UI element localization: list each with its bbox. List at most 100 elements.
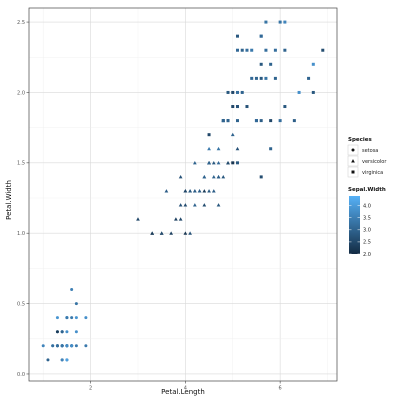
y-tick-label: 0.0: [17, 372, 25, 378]
data-point-virginica: [311, 62, 315, 66]
data-point-versicolor: [211, 175, 216, 179]
data-point-setosa: [74, 302, 78, 306]
data-point-setosa: [60, 344, 64, 348]
data-point-virginica: [273, 76, 277, 80]
data-point-virginica: [231, 161, 235, 165]
data-point-virginica: [235, 90, 239, 94]
data-point-virginica: [259, 76, 263, 80]
plot-panel-border: [28, 7, 338, 382]
data-point-virginica: [283, 20, 287, 24]
data-point-virginica: [235, 119, 239, 123]
data-point-virginica: [269, 119, 273, 123]
data-point-virginica: [283, 105, 287, 109]
species-legend-title: Species: [348, 137, 373, 143]
colorbar-tick-label: 3.5: [363, 216, 371, 222]
data-point-virginica: [254, 76, 258, 80]
x-axis-ticks: 2 4 6: [89, 381, 282, 392]
data-point-virginica: [311, 90, 315, 94]
data-point-setosa: [41, 344, 45, 348]
data-point-virginica: [292, 119, 296, 123]
data-point-versicolor: [211, 189, 216, 193]
data-point-virginica: [254, 119, 258, 123]
data-point-virginica: [235, 48, 239, 52]
species-legend-label: virginica: [362, 170, 383, 176]
data-point-virginica: [245, 48, 249, 52]
data-point-versicolor: [169, 231, 174, 235]
y-tick-label: 2.5: [17, 20, 25, 26]
data-point-virginica: [259, 62, 263, 66]
data-point-virginica: [307, 76, 311, 80]
data-point-setosa: [74, 316, 78, 320]
data-point-virginica: [273, 48, 277, 52]
data-point-setosa: [74, 344, 78, 348]
data-point-virginica: [269, 147, 273, 151]
sepal-width-colorbar: [349, 196, 360, 254]
colorbar-tick-label: 2.0: [363, 252, 371, 258]
data-point-setosa: [74, 330, 78, 334]
data-point-setosa: [51, 344, 55, 348]
data-point-versicolor: [202, 175, 207, 179]
colorbar-tick-label: 2.5: [363, 240, 371, 246]
data-point-versicolor: [202, 189, 207, 193]
data-point-setosa: [84, 316, 88, 320]
data-point-versicolor: [211, 160, 216, 165]
data-point-virginica: [278, 20, 282, 24]
data-point-versicolor: [192, 160, 197, 165]
data-point-versicolor: [230, 132, 235, 137]
data-point-versicolor: [202, 203, 207, 207]
y-tick-label: 1.5: [17, 161, 25, 167]
sepal-width-legend: Sepal.Width 4.0 3.5 3.0 2.5 2.0: [348, 187, 386, 258]
data-point-versicolor: [178, 175, 183, 179]
data-point-setosa: [55, 330, 59, 334]
y-axis-title: Petal.Width: [5, 180, 13, 220]
data-point-virginica: [264, 48, 268, 52]
data-point-versicolor: [136, 217, 140, 221]
data-point-virginica: [226, 119, 230, 123]
data-point-versicolor: [235, 146, 240, 151]
x-tick-label: 4: [184, 386, 187, 392]
data-point-versicolor: [216, 146, 221, 151]
data-point-versicolor: [164, 189, 169, 193]
data-point-setosa: [60, 358, 64, 362]
y-axis-ticks: 0.0 0.5 1.0 1.5 2.0 2.5: [17, 20, 29, 378]
data-point-versicolor: [150, 231, 155, 235]
data-point-versicolor: [183, 203, 188, 207]
species-legend: Species setosa versicolor virginica: [347, 137, 387, 178]
data-point-versicolor: [207, 146, 211, 151]
data-point-virginica: [240, 48, 244, 52]
data-point-versicolor: [178, 217, 183, 221]
data-point-virginica: [264, 76, 268, 80]
sepal-width-legend-title: Sepal.Width: [348, 187, 386, 193]
data-point-virginica: [250, 48, 254, 52]
data-point-versicolor: [188, 189, 192, 193]
y-tick-label: 1.0: [17, 231, 25, 237]
data-point-virginica: [235, 161, 239, 165]
data-point-virginica: [259, 119, 263, 123]
species-legend-symbol-virginica: [351, 170, 355, 174]
data-point-virginica: [221, 119, 225, 123]
data-point-virginica: [283, 48, 287, 52]
data-point-virginica: [264, 20, 268, 24]
data-point-setosa: [70, 288, 74, 292]
colorbar-tick-label: 4.0: [363, 203, 371, 209]
species-legend-label: setosa: [362, 148, 378, 154]
data-point-versicolor: [183, 189, 188, 193]
data-point-virginica: [278, 119, 282, 123]
data-point-virginica: [321, 48, 325, 52]
data-point-versicolor: [226, 160, 230, 165]
data-point-virginica: [235, 34, 239, 38]
data-point-versicolor: [207, 189, 211, 193]
data-point-setosa: [60, 330, 64, 334]
data-point-setosa: [55, 316, 59, 320]
data-point-setosa: [65, 344, 69, 348]
x-tick-label: 2: [89, 386, 92, 392]
data-point-virginica: [259, 34, 263, 38]
data-point-versicolor: [216, 160, 221, 165]
data-point-virginica: [231, 105, 235, 109]
data-point-setosa: [55, 344, 59, 348]
data-point-setosa: [70, 316, 74, 320]
data-point-versicolor: [207, 160, 211, 165]
data-point-versicolor: [192, 189, 197, 193]
